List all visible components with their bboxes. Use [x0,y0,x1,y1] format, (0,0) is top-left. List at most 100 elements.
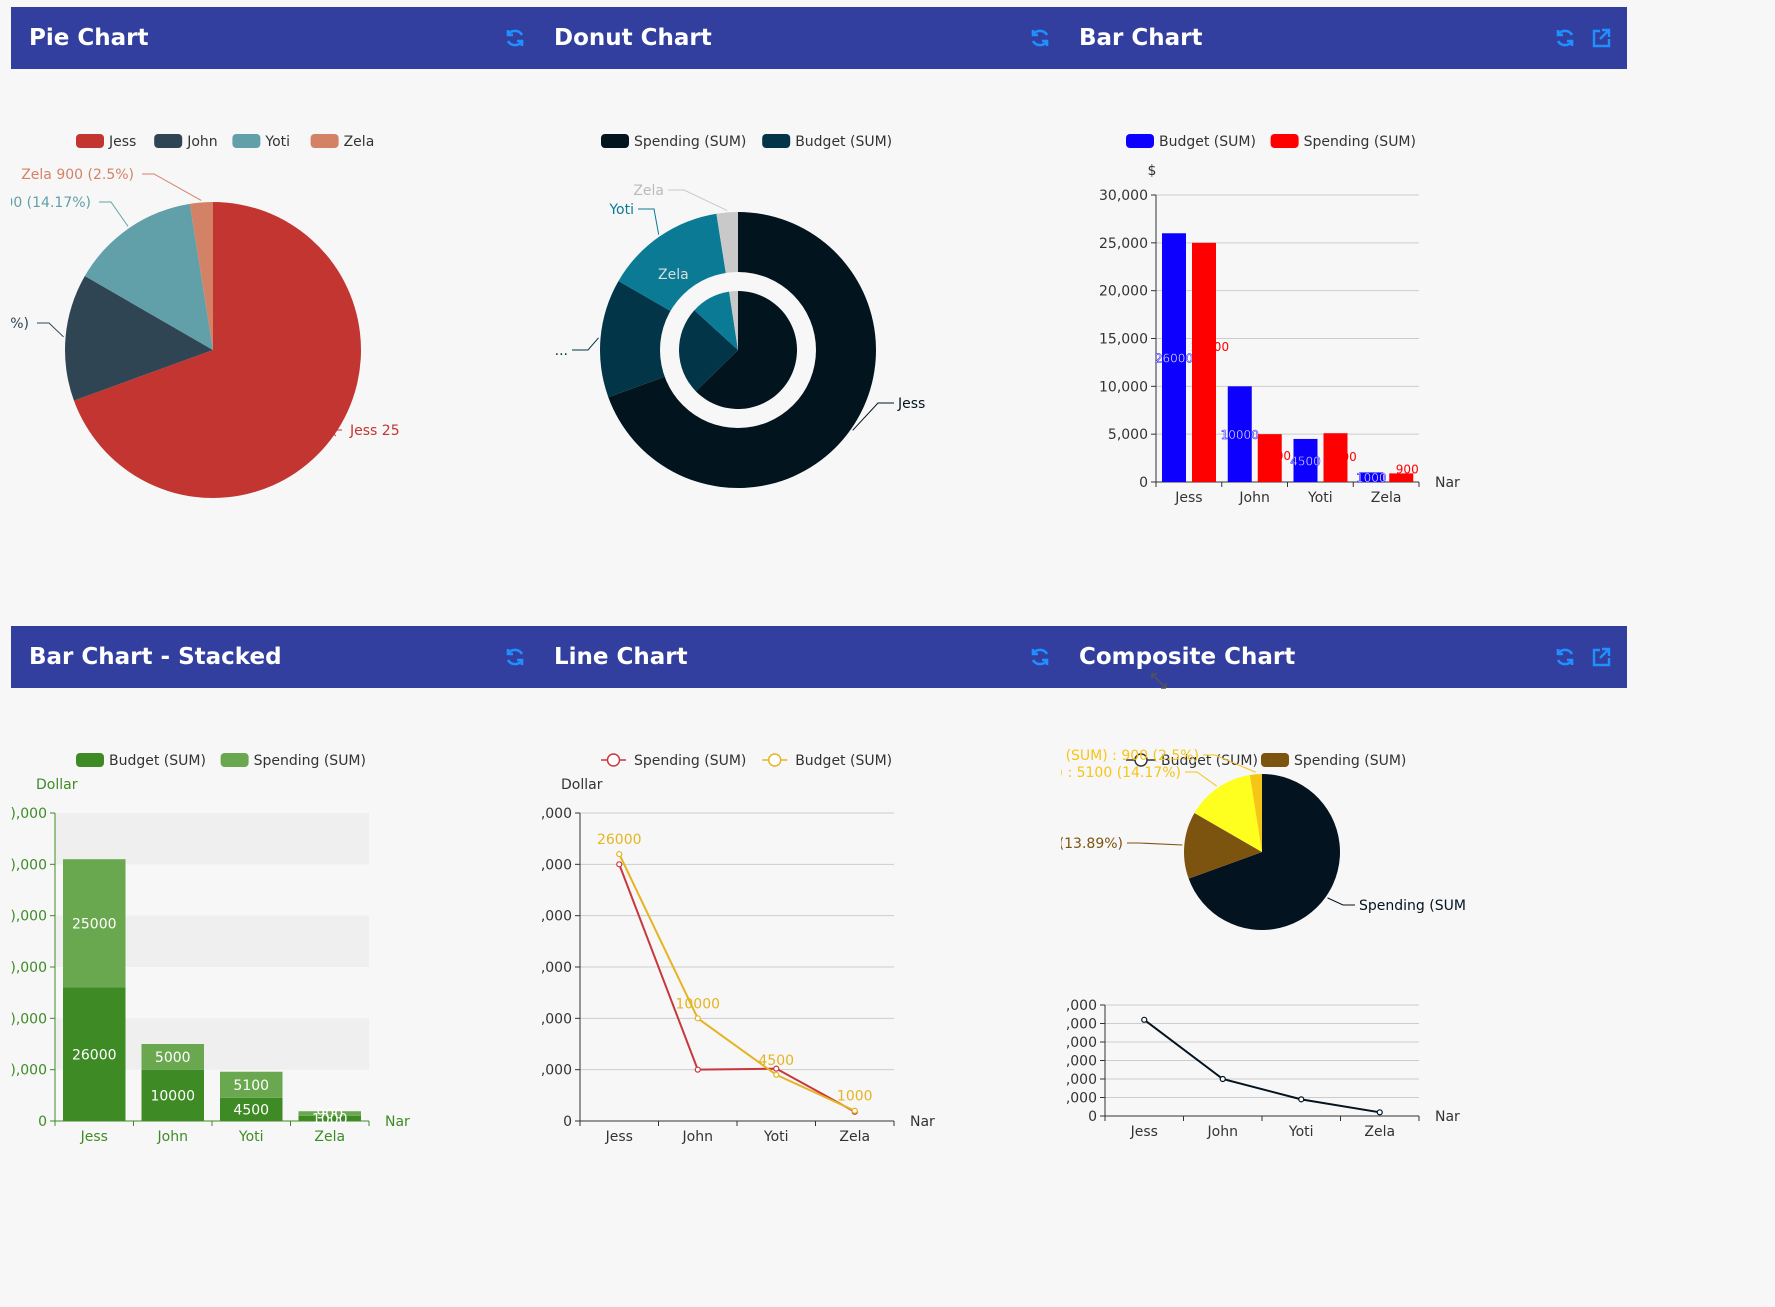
label-line [37,322,64,338]
legend-label: Spending (SUM) [634,753,746,769]
data-point [773,1071,780,1078]
data-point [616,861,623,868]
x-tick-label: Jess [605,1129,633,1145]
bar-label: 26000 [1155,352,1193,366]
bar [1257,434,1282,482]
legend-item: Budget (SUM) [1126,134,1256,150]
y-tick-label: 0 [563,1114,572,1130]
series-line [618,863,856,1113]
slice-label: Zela [633,183,664,199]
bar [1192,242,1216,482]
refresh-icon[interactable] [1028,645,1052,669]
chart-canvas: Jess John Yoti Zela Jess 25%) 00 (14.17%) Zela… [11,134,400,498]
legend-marker [1134,753,1148,767]
legend-item: Zela [310,134,374,150]
pie-slice [1188,774,1340,930]
x-tick-label: John [1238,490,1269,506]
legend-item: Jess [76,134,136,150]
point-label: 1000 [837,1089,873,1105]
legend-swatch [154,134,183,148]
pie-slice [1184,813,1262,879]
y-tick-label: 0 [38,1114,47,1130]
legend-item: Spending (SUM) [601,134,746,150]
slice-label: Jess 25 [349,423,400,439]
refresh-icon[interactable] [1028,26,1052,50]
panel-title: Bar Chart - Stacked [29,644,282,670]
stacked-bar-budget [220,1097,283,1121]
panel-title: Line Chart [554,644,688,670]
legend-item: Spending (SUM) [601,753,746,769]
y-tick-label: ,000 [1066,998,1097,1014]
y-tick-label: ,000 [1066,1091,1097,1107]
label-line [99,201,129,227]
label-line [638,208,660,235]
x-tick-label: Zela [1364,1124,1395,1140]
legend-item: Spending (SUM) [1261,753,1406,769]
legend-swatch [1261,753,1289,767]
y-tick-label: 0 [1139,475,1148,491]
y-tick-label: ,000 [1066,1054,1097,1070]
legend-swatch [601,134,629,148]
data-point [1376,1109,1383,1116]
panel-title: Bar Chart [1079,25,1203,51]
data-point [616,850,623,858]
slice-label: ng (SUM) : 900 (2.5%) [1061,748,1199,764]
bar-label: 900 [316,1107,343,1123]
refresh-icon[interactable] [503,645,527,669]
label-line [1185,771,1217,787]
x-tick-label: Yoti [238,1129,264,1145]
y-tick-label: ,000 [541,857,572,873]
data-point [1298,1096,1305,1103]
x-tick-label: Zela [839,1129,870,1145]
x-tick-label: Zela [314,1129,345,1145]
legend-swatch [1270,134,1299,148]
chart-panel: Bar Chart Budget (SUM) Spending (SUM) $0 5,0… [1061,7,1627,647]
stacked-bar-budget [298,1115,361,1121]
split-area [55,813,369,865]
legend-label: Jess [108,134,136,150]
bar [1389,473,1414,482]
chart-canvas: Spending (SUM) Budget (SUM) Dollar 0 ,000 ,00… [541,753,935,1145]
refresh-icon[interactable] [1553,645,1577,669]
bar-label: 1000 [1356,471,1387,485]
y-axis-label: $ [1148,163,1157,179]
y-tick-label: ,000 [1066,1035,1097,1051]
label-line [1327,897,1355,906]
y-tick-label: 0 [1088,1109,1097,1125]
legend-swatch [76,753,104,767]
label-line [142,173,202,201]
y-tick-label: ,000 [541,806,572,822]
y-tick-label: ,000 [541,1063,572,1079]
legend-label: Spending (SUM) [1304,134,1416,150]
bar-label: 900 [1396,462,1419,476]
series-line [1143,1019,1380,1114]
external-link-icon[interactable] [1589,26,1613,50]
label-line [852,402,894,431]
chart-panel: Bar Chart - Stacked Budget (SUM) Spending … [11,626,577,1266]
x-axis-label: Nar [1435,1109,1460,1125]
panel-title: Pie Chart [29,25,149,51]
label-line [1127,842,1183,846]
stacked-bar-budget [141,1069,204,1121]
external-link-icon[interactable] [1589,645,1613,669]
legend-item: Yoti [232,134,290,150]
legend-item: Budget (SUM) [1126,753,1258,769]
bar-label: 5000 [155,1050,191,1066]
inner-label: Yoti [643,281,667,296]
chart-canvas: Spending (SUM) Budget (SUM)Jess...YotiZel… [555,134,925,488]
stacked-bar-spending [298,1111,361,1116]
y-tick-label: ),000 [11,857,47,873]
panel-header: Bar Chart - Stacked [11,626,577,688]
label-line [572,337,599,351]
refresh-icon[interactable] [1553,26,1577,50]
chart-panel: Composite Chart Budget (SUM) Spending (SUM… [1061,626,1627,1266]
pie-slice [1249,774,1262,852]
resize-icon[interactable] [1150,672,1168,690]
refresh-icon[interactable] [503,26,527,50]
stacked-bar-spending [141,1044,204,1070]
y-tick-label: ),000 [11,1011,47,1027]
bar-label: 4500 [233,1102,269,1118]
y-tick-label: ),000 [11,806,47,822]
point-label: 26000 [597,832,642,848]
label-line [1203,754,1256,773]
